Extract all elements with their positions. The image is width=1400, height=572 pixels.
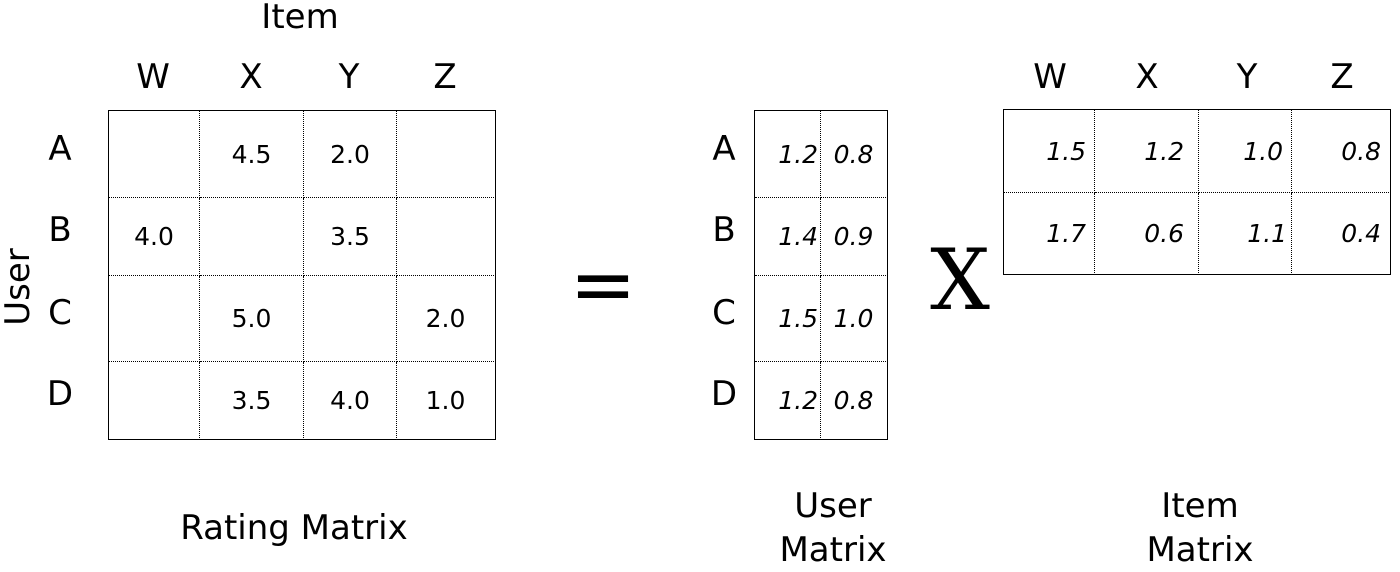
rating-matrix-title: Rating Matrix [180,508,408,548]
rating-cell: 4.0 [109,198,200,276]
user-matrix-cell: 1.2 [755,362,821,438]
user-matrix-cell: 0.8 [821,111,886,198]
item-col-label-w: W [1033,57,1067,97]
rating-col-label-y: Y [338,57,360,97]
rating-col-label-x: X [239,57,263,97]
rating-cell: 4.0 [304,362,397,438]
user-matrix-cell: 1.2 [755,111,821,198]
item-matrix-cell: 0.4 [1341,218,1381,248]
rating-cell: 3.5 [304,198,397,276]
rating-cell [200,198,304,276]
user-matrix-title: User Matrix [733,484,933,572]
user-row-label-a: A [712,129,736,169]
user-matrix-cell: 0.8 [833,385,874,415]
rating-cell [304,276,397,362]
item-matrix-cell: 1.7 [1004,193,1095,273]
rating-cell: 4.5 [200,111,304,198]
item-axis-label: Item [261,0,339,37]
rating-cell [109,362,200,438]
user-matrix-title-line1: User [794,486,872,526]
rating-row-label-d: D [46,374,74,414]
rating-matrix: 4.5 2.0 4.0 3.5 5.0 2.0 3.5 4.0 1.0 [108,110,496,440]
rating-cell: 2.0 [397,276,494,362]
item-matrix-cell: 1.2 [1095,110,1199,193]
item-matrix-cell: 1.5 [1004,110,1095,193]
rating-cell [397,111,494,198]
user-matrix-cell: 1.4 [755,198,821,276]
user-row-label-c: C [712,293,736,333]
rating-col-label-z: Z [433,57,457,97]
rating-row-label-a: A [48,129,72,169]
item-col-label-z: Z [1330,57,1354,97]
item-matrix-title-line2: Matrix [1146,530,1254,570]
rating-col-label-w: W [136,57,170,97]
item-matrix-cell: 1.1 [1199,193,1292,273]
rating-cell [397,198,494,276]
item-matrix-cell: 1.0 [1199,110,1292,193]
item-matrix: 1.5 1.2 1.0 0.8 1.7 0.6 1.1 0.4 [1003,109,1391,275]
item-matrix-title: Item Matrix [1100,484,1300,572]
item-matrix-cell: 0.8 [1292,110,1389,193]
item-matrix-title-line1: Item [1161,486,1239,526]
multiply-sign: X [930,231,990,329]
user-row-label-b: B [712,210,736,250]
rating-cell [109,276,200,362]
rating-cell: 3.5 [200,362,304,438]
equals-sign: = [569,238,637,331]
item-matrix-cell: 0.6 [1095,193,1199,273]
rating-cell: 5.0 [200,276,304,362]
user-matrix-cell: 0.9 [821,198,886,276]
user-matrix-cell: 1.5 [755,276,821,362]
user-row-label-d: D [710,374,738,414]
rating-cell: 1.0 [425,385,466,415]
user-matrix: 1.2 0.8 1.4 0.9 1.5 1.0 1.2 0.8 [754,110,888,440]
rating-row-label-c: C [48,293,72,333]
user-matrix-cell: 1.0 [821,276,886,362]
rating-cell: 2.0 [304,111,397,198]
rating-cell [109,111,200,198]
item-col-label-y: Y [1236,57,1258,97]
user-matrix-title-line2: Matrix [779,530,887,570]
rating-row-label-b: B [48,210,72,250]
item-col-label-x: X [1135,57,1159,97]
